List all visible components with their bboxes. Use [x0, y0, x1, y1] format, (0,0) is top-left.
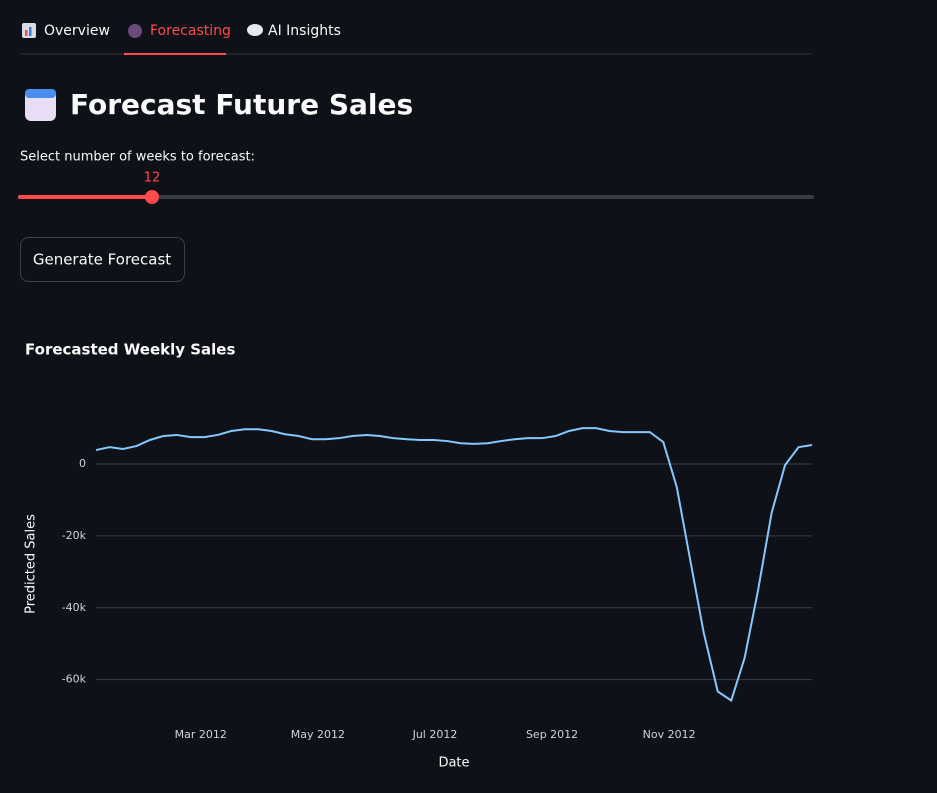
y-tick-label: -20k: [62, 529, 87, 542]
tab-icon: [247, 24, 263, 36]
y-tick-label: -40k: [62, 601, 87, 614]
calendar-icon: [25, 89, 56, 98]
y-axis-title: Predicted Sales: [24, 514, 39, 614]
tab[interactable]: Overview: [44, 23, 110, 39]
slider-value: 12: [144, 171, 161, 186]
tab-icon: [128, 24, 142, 38]
x-tick-label: Nov 2012: [643, 728, 696, 741]
slider-label: Select number of weeks to forecast:: [20, 150, 255, 165]
slider-thumb[interactable]: [145, 190, 159, 204]
tab[interactable]: AI Insights: [268, 23, 341, 39]
x-axis-title: Date: [438, 756, 469, 771]
x-tick-label: May 2012: [291, 728, 345, 741]
x-tick-label: Sep 2012: [526, 728, 578, 741]
button[interactable]: [20, 237, 185, 282]
button-label[interactable]: Generate Forecast: [33, 251, 171, 269]
tab-icon: [29, 27, 32, 36]
tab-icon: [25, 30, 28, 36]
line-series: [95, 427, 813, 703]
chart-title: Forecasted Weekly Sales: [25, 341, 235, 359]
y-tick-label: -60k: [62, 673, 87, 686]
tab-active[interactable]: Forecasting: [150, 23, 231, 39]
y-tick-label: 0: [79, 457, 86, 470]
page-title: Forecast Future Sales: [70, 88, 413, 121]
x-tick-label: Mar 2012: [175, 728, 227, 741]
x-tick-label: Jul 2012: [412, 728, 458, 741]
